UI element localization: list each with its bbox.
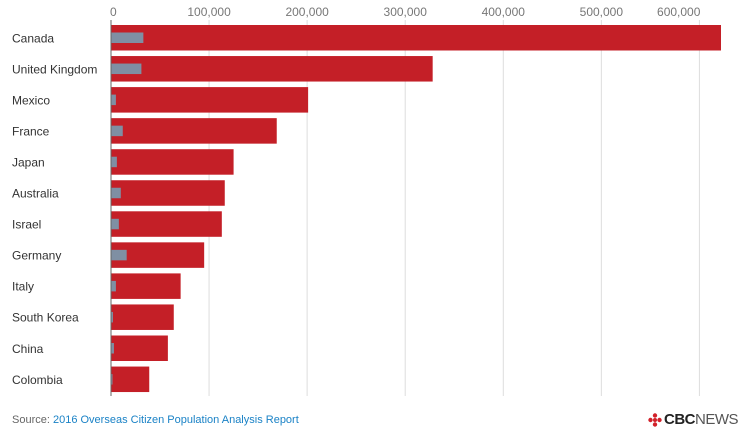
bar-secondary bbox=[111, 156, 117, 168]
x-tick-label: 600,000 bbox=[657, 5, 701, 19]
x-tick-label: 500,000 bbox=[580, 5, 624, 19]
bar-secondary bbox=[111, 218, 119, 230]
bar-total bbox=[111, 211, 222, 237]
category-label: South Korea bbox=[12, 311, 79, 325]
bar-secondary bbox=[111, 63, 142, 75]
category-label: Mexico bbox=[12, 93, 50, 107]
category-label: China bbox=[12, 342, 44, 356]
source-note: Source: 2016 Overseas Citizen Population… bbox=[12, 414, 299, 426]
bar-total bbox=[111, 180, 225, 206]
bar-secondary bbox=[111, 32, 144, 43]
category-label: Canada bbox=[12, 31, 54, 45]
bar-total bbox=[111, 25, 721, 51]
bar-total bbox=[111, 87, 309, 113]
category-label: Italy bbox=[12, 280, 34, 294]
category-label: Colombia bbox=[12, 373, 63, 387]
x-axis-ticks: 0 100,000 200,000 300,000 400,000 500,000 600,… bbox=[110, 5, 701, 19]
bar-total bbox=[111, 304, 174, 330]
category-label: France bbox=[12, 124, 50, 138]
x-tick-label: 0 bbox=[110, 5, 117, 19]
bar-total bbox=[111, 366, 150, 393]
category-label: Germany bbox=[12, 249, 61, 263]
category-label: Japan bbox=[12, 155, 45, 169]
source-link[interactable]: 2016 Overseas Citizen Population Analysi… bbox=[52, 414, 299, 426]
bar-secondary bbox=[111, 187, 121, 199]
cbc-gem-icon bbox=[648, 412, 662, 427]
x-tick-label: 400,000 bbox=[482, 5, 526, 19]
gridlines bbox=[110, 20, 700, 397]
bar-secondary bbox=[111, 311, 113, 323]
x-tick-label: 300,000 bbox=[384, 5, 428, 19]
bar-total bbox=[111, 335, 168, 361]
bar-total bbox=[111, 273, 181, 299]
category-labels: Canada United Kingdom Mexico France Japan Aus… bbox=[12, 31, 97, 387]
bar-secondary bbox=[111, 343, 114, 354]
bar-total bbox=[111, 118, 277, 144]
bar-total bbox=[111, 149, 234, 175]
source-prefix: Source: bbox=[12, 414, 53, 426]
logo-text: CBCNEWS bbox=[664, 411, 739, 428]
category-label: Israel bbox=[12, 218, 41, 232]
x-tick-label: 200,000 bbox=[285, 5, 329, 19]
x-tick-label: 100,000 bbox=[187, 5, 231, 19]
bars bbox=[111, 25, 721, 393]
cbc-news-logo: CBCNEWS bbox=[648, 411, 739, 428]
category-label: Australia bbox=[12, 187, 59, 201]
bar-secondary bbox=[111, 125, 123, 137]
bar-secondary bbox=[111, 374, 113, 385]
bar-total bbox=[111, 56, 433, 82]
bar-secondary bbox=[111, 94, 116, 106]
bar-secondary bbox=[111, 249, 127, 261]
category-label: United Kingdom bbox=[12, 62, 97, 76]
bar-secondary bbox=[111, 280, 116, 292]
